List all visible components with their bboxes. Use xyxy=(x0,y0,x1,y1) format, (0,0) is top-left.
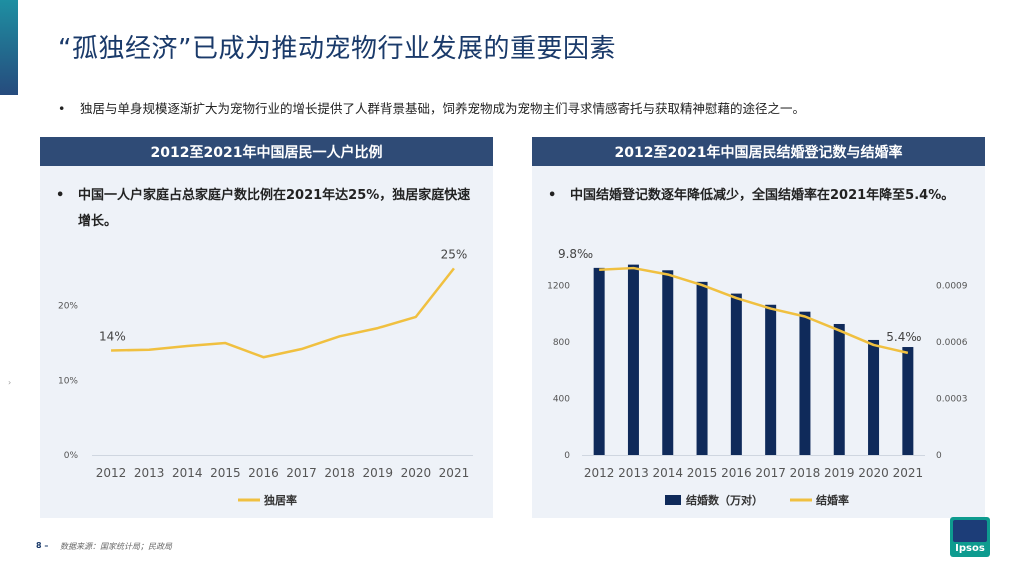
y-tick-label-right: 0.0003 xyxy=(936,394,968,404)
bar-marriages xyxy=(730,293,742,455)
x-tick-label: 2020 xyxy=(858,466,889,480)
bullet-icon: • xyxy=(58,101,66,116)
y-tick-label-right: 0.0009 xyxy=(936,281,968,291)
left-panel-header: 2012至2021年中国居民一人户比例 xyxy=(40,137,493,166)
bar-marriages xyxy=(696,281,708,455)
margin-mark: › xyxy=(8,378,12,387)
data-label: 25% xyxy=(441,247,468,261)
y-tick-label-left: 800 xyxy=(553,338,570,348)
left-panel-note: • 中国一人户家庭占总家庭户数比例在2021年达25%，独居家庭快速增长。 xyxy=(56,183,481,235)
bar-marriages xyxy=(868,339,880,455)
bar-marriages xyxy=(799,311,811,455)
right-panel-note: • 中国结婚登记数逐年降低减少，全国结婚率在2021年降至5.4%。 xyxy=(548,183,973,209)
y-tick-label: 20% xyxy=(58,302,78,312)
y-tick-label-right: 0 xyxy=(936,451,942,461)
data-source: 数据来源：国家统计局；民政局 xyxy=(60,542,172,551)
x-tick-label: 2013 xyxy=(618,466,649,480)
x-tick-label: 2016 xyxy=(248,466,279,480)
lead-body: 独居与单身规模逐渐扩大为宠物行业的增长提供了人群背景基础，饲养宠物成为宠物主们寻… xyxy=(80,101,806,116)
ipsos-logo: Ipsos xyxy=(950,517,990,557)
y-tick-label: 0% xyxy=(64,451,79,461)
bullet-icon: • xyxy=(548,188,557,203)
x-tick-label: 2018 xyxy=(324,466,355,480)
x-tick-label: 2012 xyxy=(96,466,127,480)
x-tick-label: 2021 xyxy=(439,466,470,480)
legend-swatch-marriages xyxy=(665,495,681,505)
right-panel-header: 2012至2021年中国居民结婚登记数与结婚率 xyxy=(532,137,985,166)
x-tick-label: 2018 xyxy=(790,466,821,480)
page-number: 8 – xyxy=(36,541,49,550)
logo-mark xyxy=(953,520,987,542)
bar-marriages xyxy=(902,347,914,455)
right-panel: 2012至2021年中国居民结婚登记数与结婚率 • 中国结婚登记数逐年降低减少，… xyxy=(532,137,985,518)
data-label: 5.4‰ xyxy=(886,330,921,344)
x-tick-label: 2020 xyxy=(401,466,432,480)
x-tick-label: 2012 xyxy=(584,466,615,480)
y-tick-label: 10% xyxy=(58,376,78,386)
bar-marriages xyxy=(833,323,845,455)
x-tick-label: 2017 xyxy=(755,466,786,480)
series-line-marriage-rate xyxy=(599,266,909,355)
x-tick-label: 2016 xyxy=(721,466,752,480)
y-tick-label-left: 400 xyxy=(553,394,570,404)
x-tick-label: 2019 xyxy=(824,466,855,480)
bullet-icon: • xyxy=(56,188,65,203)
x-tick-label: 2015 xyxy=(210,466,241,480)
series-line-single-rate xyxy=(111,267,455,359)
x-tick-label: 2014 xyxy=(172,466,203,480)
legend-label: 独居率 xyxy=(263,493,297,507)
x-tick-label: 2013 xyxy=(134,466,165,480)
legend-label: 结婚率 xyxy=(815,493,849,507)
single-household-chart: 0% 10% 20% 2012 2013 2014 2015 2016 2017 2018 2019… xyxy=(58,247,473,507)
bar-marriages xyxy=(765,304,777,455)
data-label: 14% xyxy=(99,330,126,344)
x-tick-label: 2019 xyxy=(362,466,393,480)
logo-text: Ipsos xyxy=(955,543,985,554)
page-title: “孤独经济”已成为推动宠物行业发展的重要因素 xyxy=(58,34,616,64)
bar-marriages xyxy=(662,270,674,455)
left-panel-note-text: 中国一人户家庭占总家庭户数比例在2021年达25%，独居家庭快速增长。 xyxy=(78,188,471,229)
data-label: 9.8‰ xyxy=(558,247,593,261)
x-tick-label: 2021 xyxy=(893,466,924,480)
y-tick-label-left: 0 xyxy=(564,451,570,461)
right-panel-note-text: 中国结婚登记数逐年降低减少，全国结婚率在2021年降至5.4%。 xyxy=(570,188,955,203)
y-tick-label-left: 1200 xyxy=(547,281,570,291)
left-panel: 2012至2021年中国居民一人户比例 • 中国一人户家庭占总家庭户数比例在20… xyxy=(40,137,493,518)
bar-marriages xyxy=(627,264,639,455)
legend-label: 结婚数（万对） xyxy=(685,493,763,507)
bar-marriages xyxy=(593,267,605,455)
lead-text: • 独居与单身规模逐渐扩大为宠物行业的增长提供了人群背景基础，饲养宠物成为宠物主们… xyxy=(58,98,998,117)
x-tick-label: 2015 xyxy=(687,466,718,480)
x-tick-label: 2014 xyxy=(652,466,683,480)
x-tick-label: 2017 xyxy=(286,466,317,480)
accent-bar xyxy=(0,0,18,95)
y-tick-label-right: 0.0006 xyxy=(936,338,968,348)
